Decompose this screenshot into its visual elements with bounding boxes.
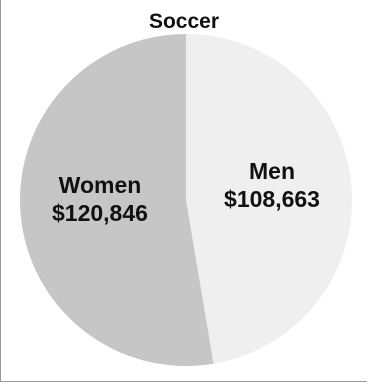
pie-labels: Men$108,663 Women$120,846 — [52, 158, 320, 226]
chart-title: Soccer — [148, 10, 220, 33]
pie-slice-women — [19, 34, 214, 366]
slice-label-women: Women — [59, 172, 142, 198]
pie-slices — [19, 34, 352, 366]
slice-value-men: $108,663 — [224, 186, 320, 212]
slice-value-women: $120,846 — [52, 200, 148, 226]
pie-slice-men — [186, 34, 352, 364]
slice-label-men: Men — [249, 158, 295, 184]
